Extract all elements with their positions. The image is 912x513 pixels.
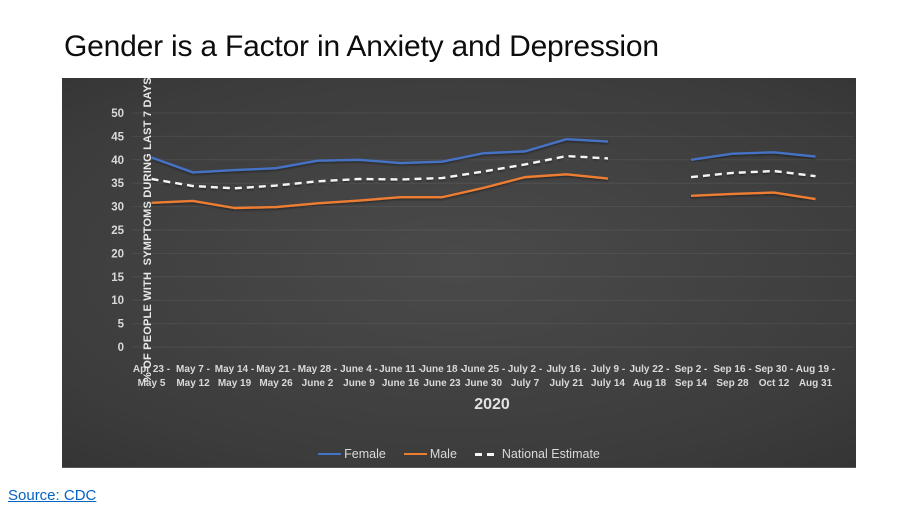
y-tick-label: 40: [111, 155, 124, 167]
x-axis-title: 2020: [474, 396, 510, 413]
series-line-national-estimate: [151, 154, 609, 190]
y-axis-title: % OF PEOPLE WITH SYMPTOMS DURING LAST 7 …: [142, 77, 154, 382]
series-line-male: [690, 191, 816, 201]
x-tick-label-line1: July 9 -: [591, 364, 625, 375]
legend-swatch: [403, 452, 427, 456]
gridlines: [132, 112, 854, 348]
x-tick-label-line2: May 19: [218, 378, 252, 389]
legend-swatch: [318, 452, 342, 456]
y-tick-label: 30: [111, 202, 124, 214]
y-axis-tick-labels: 0 5 10 15 20 25 30 35 40 45 50: [111, 108, 124, 354]
legend-item-female: Female: [318, 447, 386, 461]
x-tick-label-line2: June 30: [465, 378, 503, 389]
x-tick-label-line2: May 5: [138, 378, 166, 389]
x-tick-label-line1: Sep 30 -: [755, 364, 793, 375]
x-tick-label-line1: Sep 2 -: [675, 364, 708, 375]
y-tick-label: 5: [118, 319, 125, 331]
x-tick-label-line2: June 9: [343, 378, 375, 389]
x-tick-label-line1: July 16 -: [546, 364, 586, 375]
chart-legend: Female Male National Estimate: [62, 447, 856, 461]
y-tick-label: 10: [111, 295, 124, 307]
x-tick-label-line1: May 7 -: [176, 364, 210, 375]
x-tick-label-line2: Aug 31: [799, 378, 833, 389]
x-tick-label-line1: Apr 23 -: [133, 364, 170, 375]
legend-label: National Estimate: [501, 447, 600, 461]
x-tick-label-line1: Aug 19 -: [796, 364, 835, 375]
y-tick-label: 15: [111, 272, 124, 284]
x-tick-label-line2: June 23: [423, 378, 461, 389]
x-tick-label-line1: May 21 -: [256, 364, 295, 375]
series-line-national-estimate: [690, 169, 816, 179]
legend-label: Male: [429, 447, 457, 461]
y-tick-label: 35: [111, 178, 124, 190]
x-tick-label-line1: Sep 16 -: [713, 364, 751, 375]
x-tick-label-line1: July 22 -: [629, 364, 669, 375]
series-line-male: [151, 173, 609, 210]
x-tick-label-line2: Aug 18: [633, 378, 667, 389]
x-tick-label-line1: May 14 -: [215, 364, 254, 375]
slide-title: Gender is a Factor in Anxiety and Depres…: [64, 30, 659, 63]
series-lines: [151, 138, 816, 210]
x-tick-label-line1: June 18 -: [420, 364, 463, 375]
y-tick-label: 50: [111, 108, 124, 120]
series-line-female: [151, 138, 609, 174]
x-tick-label-line1: July 2 -: [508, 364, 542, 375]
legend-item-national-estimate: National Estimate: [474, 447, 600, 461]
legend-item-male: Male: [403, 447, 457, 461]
series-line-female: [690, 151, 816, 161]
y-tick-label: 20: [111, 248, 124, 260]
x-tick-label-line1: May 28 -: [298, 364, 337, 375]
x-axis-tick-labels: Apr 23 - May 5 May 7 - May 12 May 14 - May 19…: [133, 364, 835, 389]
chart-plot-area: 0 5 10 15 20 25 30 35 40 45 50 Apr 23 - May 5 May 7 …: [111, 108, 854, 389]
legend-swatch: [474, 452, 499, 456]
legend-label: Female: [344, 447, 386, 461]
x-tick-label-line1: June 25 -: [462, 364, 505, 375]
x-tick-label-line2: Sep 14: [675, 378, 708, 389]
x-tick-label-line2: July 14: [591, 378, 625, 389]
y-tick-label: 25: [111, 225, 124, 237]
x-tick-label-line2: June 2: [302, 378, 334, 389]
x-tick-label-line2: May 12: [176, 378, 210, 389]
x-tick-label-line2: May 26: [259, 378, 293, 389]
x-tick-label-line2: Sep 28: [716, 378, 749, 389]
x-tick-label-line2: June 16: [382, 378, 420, 389]
y-tick-label: 0: [118, 342, 124, 354]
source-link[interactable]: Source: CDC: [8, 487, 97, 504]
x-tick-label-line2: July 7: [511, 378, 540, 389]
x-tick-label-line2: Oct 12: [759, 378, 790, 389]
x-tick-label-line1: June 4 -: [340, 364, 378, 375]
y-tick-label: 45: [111, 131, 124, 143]
x-tick-label-line2: July 21: [550, 378, 584, 389]
x-tick-label-line1: June 11 -: [379, 364, 422, 375]
line-chart: 0 5 10 15 20 25 30 35 40 45 50 Apr 23 - May 5 May 7 …: [62, 77, 856, 468]
